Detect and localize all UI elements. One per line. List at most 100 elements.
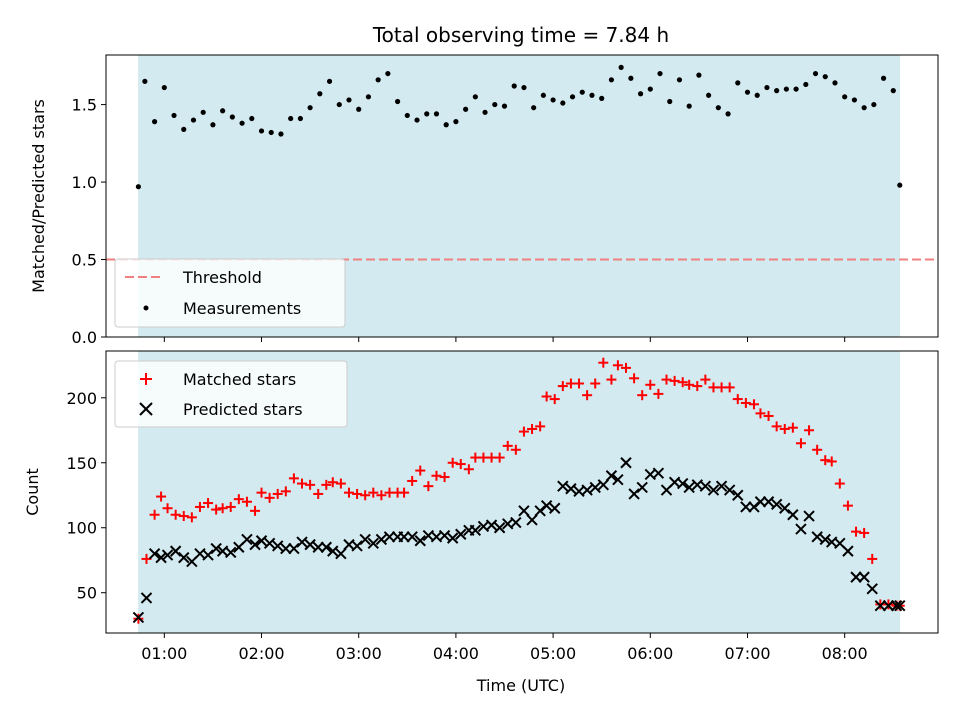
x-tick-label: 02:00 (238, 644, 284, 663)
predicted-stars-point (605, 470, 618, 482)
matched-stars-point (447, 457, 458, 468)
matched-stars-point (842, 500, 853, 511)
predicted-stars-point (858, 571, 870, 583)
predicted-stars-point (589, 481, 601, 494)
matched-stars-point (826, 456, 837, 467)
predicted-stars-point (406, 531, 418, 543)
measurement-point (657, 70, 663, 77)
matched-stars-point (661, 374, 672, 385)
predicted-stars-point (652, 467, 665, 479)
predicted-stars-point (795, 523, 807, 535)
measurement-point (764, 84, 770, 91)
measurement-point (229, 114, 235, 120)
measurement-point (647, 86, 653, 92)
predicted-stars-point (148, 548, 161, 560)
matched-stars-point (677, 377, 688, 388)
legend-matched-swatch (140, 373, 152, 385)
predicted-stars-point (597, 479, 610, 491)
matched-stars-point (297, 478, 308, 489)
measurement-point (239, 120, 245, 126)
predicted-stars-point (304, 538, 316, 551)
matched-stars-point (194, 501, 205, 512)
measurement-point (637, 91, 644, 97)
y-tick-label: 0.5 (72, 251, 97, 270)
predicted-stars-point (811, 531, 823, 543)
measurement-point (550, 97, 556, 103)
predicted-stars-point (787, 509, 799, 521)
legend-measurements-label: Measurements (183, 299, 301, 318)
matched-stars-point (376, 490, 387, 501)
measurement-point (414, 117, 420, 123)
x-axis-label: Time (UTC) (476, 676, 565, 695)
matched-stars-point (820, 455, 831, 466)
predicted-stars-point (280, 542, 292, 555)
predicted-stars-point (526, 514, 538, 526)
matched-stars-point (582, 390, 593, 401)
measurement-point (521, 84, 527, 91)
matched-stars-point (233, 494, 244, 505)
matched-stars-point (149, 509, 160, 520)
matched-stars-point (574, 378, 585, 389)
predicted-stars-point (754, 496, 767, 508)
predicted-stars-point (723, 484, 736, 496)
predicted-stars-point (161, 549, 174, 561)
matched-stars-point (598, 357, 609, 368)
measurement-point (744, 89, 751, 95)
predicted-stars-point (249, 538, 261, 551)
measurement-point (706, 92, 712, 98)
predicted-stars-point (732, 489, 744, 501)
top-panel: 0.0 0.5 1.0 1.5 Matched/Predicted stars Thr… (29, 54, 939, 347)
predicted-stars-point (866, 583, 878, 595)
measurement-point (365, 94, 372, 100)
measurement-point (579, 89, 585, 95)
predicted-stars-point (715, 480, 728, 492)
predicted-stars-point (518, 505, 530, 517)
x-tick-label: 08:00 (822, 644, 868, 663)
matched-stars-point (795, 438, 806, 449)
measurement-point (492, 101, 498, 108)
predicted-stars-point (327, 545, 339, 557)
matched-stars-point (321, 479, 332, 490)
measurement-point (278, 131, 284, 137)
predicted-stars-point (485, 519, 498, 531)
measurement-point (135, 184, 141, 190)
predicted-stars-point (874, 600, 887, 612)
measurement-point (897, 182, 903, 188)
matched-stars-point (439, 472, 450, 483)
predicted-stars-point (493, 522, 506, 534)
y-tick-label: 100 (66, 519, 97, 538)
matched-stars-point (423, 481, 434, 492)
y-tick-label: 1.5 (72, 96, 97, 115)
matched-stars-point (724, 382, 735, 393)
measurement-point (258, 128, 265, 134)
bottom-y-axis-label: Count (23, 468, 42, 516)
matched-stars-point (748, 399, 759, 410)
matched-stars-point (557, 381, 568, 392)
predicted-stars-point (202, 549, 214, 561)
measurement-point (851, 97, 858, 103)
predicted-stars-point (255, 535, 268, 547)
measurement-point (268, 129, 274, 136)
measurement-point (880, 75, 887, 81)
predicted-stars-point (320, 541, 333, 553)
measurement-point (803, 81, 809, 88)
measurement-point (249, 115, 255, 122)
legend-predicted-label: Predicted stars (183, 400, 303, 419)
matched-stars-point (771, 421, 782, 432)
matched-stars-point (732, 394, 743, 405)
measurement-point (628, 75, 634, 81)
predicted-stars-point (699, 480, 712, 492)
matched-stars-point (740, 397, 751, 408)
measurement-point (443, 122, 449, 128)
x-tick-label: 07:00 (724, 644, 770, 663)
predicted-stars-point (296, 536, 308, 548)
matched-stars-point (653, 388, 664, 399)
predicted-stars-point (636, 481, 648, 494)
matched-stars-point (621, 362, 631, 373)
predicted-stars-point (178, 551, 190, 564)
measurement-point (453, 119, 459, 125)
matched-stars-point (502, 440, 513, 451)
matched-stars-point (313, 488, 324, 499)
y-tick-label: 200 (66, 389, 97, 408)
matched-stars-point (684, 379, 695, 390)
